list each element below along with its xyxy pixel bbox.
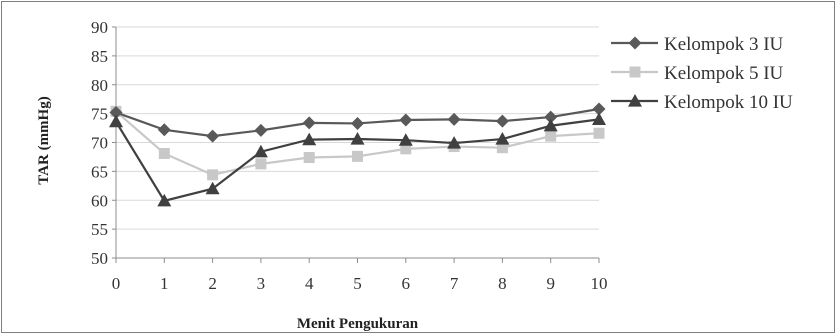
x-tick-label: 3 [257, 274, 266, 293]
data-point [157, 193, 172, 207]
x-tick-label: 2 [208, 274, 217, 293]
series-1 [109, 102, 606, 143]
legend-marker [629, 66, 641, 78]
x-tick-label: 5 [353, 274, 362, 293]
y-tick-label: 60 [91, 191, 108, 210]
data-point [205, 181, 220, 195]
data-point [109, 114, 123, 128]
x-tick-labels: 0 1 2 3 4 5 6 7 8 9 10 [112, 274, 608, 293]
data-point [207, 169, 219, 181]
legend-label: Kelompok 5 IU [664, 63, 784, 84]
x-tick-label: 6 [402, 274, 411, 293]
gridlines [116, 26, 599, 230]
x-tick-label: 9 [546, 274, 555, 293]
legend-label: Kelompok 3 IU [664, 34, 784, 55]
data-point [351, 116, 364, 130]
y-tick-label: 65 [91, 162, 108, 181]
data-point [495, 114, 509, 128]
y-tick-label: 85 [91, 47, 108, 66]
legend-item: Kelompok 10 IU [611, 92, 793, 113]
data-point [302, 116, 316, 130]
x-axis-label: Menit Pengukuran [297, 316, 419, 332]
data-point [109, 105, 123, 119]
data-point [593, 127, 605, 139]
y-tick-label: 55 [91, 220, 108, 239]
x-tick-label: 1 [160, 274, 169, 293]
data-point [400, 143, 412, 155]
legend-item: Kelompok 5 IU [611, 63, 784, 84]
data-point [592, 112, 606, 125]
y-tick-labels: 50 55 60 65 70 75 80 85 90 [91, 18, 108, 268]
data-point [543, 118, 558, 132]
y-tick-label: 80 [91, 76, 108, 95]
data-point [303, 152, 315, 164]
data-point [158, 147, 170, 159]
legend-item: Kelompok 3 IU [611, 34, 784, 55]
series-3 [109, 112, 606, 207]
data-point [545, 130, 557, 142]
axes [112, 26, 600, 263]
legend-marker [628, 36, 642, 50]
y-tick-label: 50 [91, 249, 108, 268]
y-tick-label: 70 [91, 134, 108, 153]
data-point [447, 136, 462, 149]
data-point [592, 102, 606, 116]
legend-marker [628, 94, 642, 107]
data-point [352, 150, 363, 162]
y-tick-label: 75 [91, 105, 108, 124]
data-point [399, 113, 413, 127]
data-point [544, 110, 558, 124]
data-point [302, 132, 317, 146]
data-point [496, 142, 508, 154]
y-axis-label: TAR (mmHg) [36, 96, 52, 184]
data-point [398, 133, 413, 146]
x-tick-label: 4 [305, 274, 314, 293]
legend: Kelompok 3 IU Kelompok 5 IU Kelompok 10 IU [611, 34, 793, 113]
data-point [350, 132, 365, 145]
x-tick-label: 8 [498, 274, 507, 293]
data-point [157, 123, 171, 137]
series-layer [109, 102, 606, 207]
x-tick-label: 0 [112, 274, 121, 293]
data-point [495, 132, 510, 145]
data-point [254, 123, 268, 137]
y-tick-label: 90 [91, 18, 108, 37]
data-point [255, 158, 267, 170]
legend-label: Kelompok 10 IU [664, 92, 793, 113]
data-point [253, 144, 268, 158]
data-point [447, 112, 461, 126]
x-tick-label: 10 [591, 274, 608, 293]
x-tick-label: 7 [450, 274, 459, 293]
data-point [206, 129, 220, 143]
